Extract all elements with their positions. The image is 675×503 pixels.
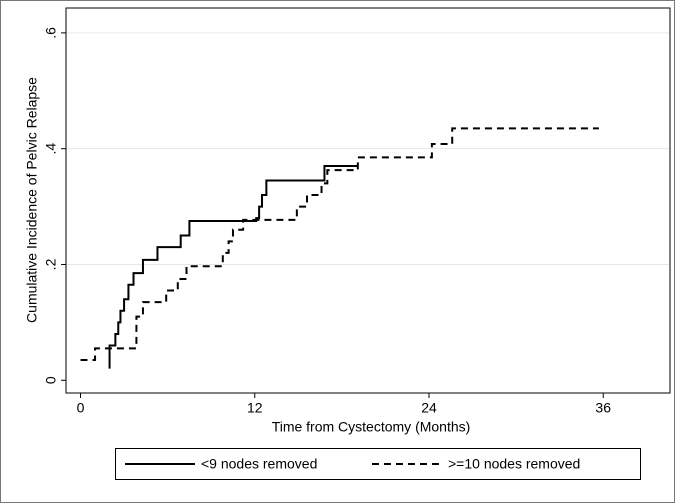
legend-label: <9 nodes removed (201, 456, 317, 472)
plot-frame (65, 7, 671, 394)
x-tick-label: 0 (77, 400, 85, 416)
y-tick-label: .2 (43, 258, 59, 270)
x-tick-label: 36 (595, 400, 611, 416)
y-axis-title: Cumulative Incidence of Pelvic Relapse (24, 77, 40, 323)
step-line (108, 165, 358, 369)
legend-label: >=10 nodes removed (448, 456, 580, 472)
step-line (80, 127, 599, 361)
y-tick-label: 0 (43, 376, 59, 384)
x-axis-title: Time from Cystectomy (Months) (272, 419, 471, 435)
y-tick-label: .6 (43, 27, 59, 39)
x-tick-label: 24 (421, 400, 437, 416)
x-tick-label: 12 (247, 400, 263, 416)
y-tick-label: .4 (43, 143, 59, 155)
